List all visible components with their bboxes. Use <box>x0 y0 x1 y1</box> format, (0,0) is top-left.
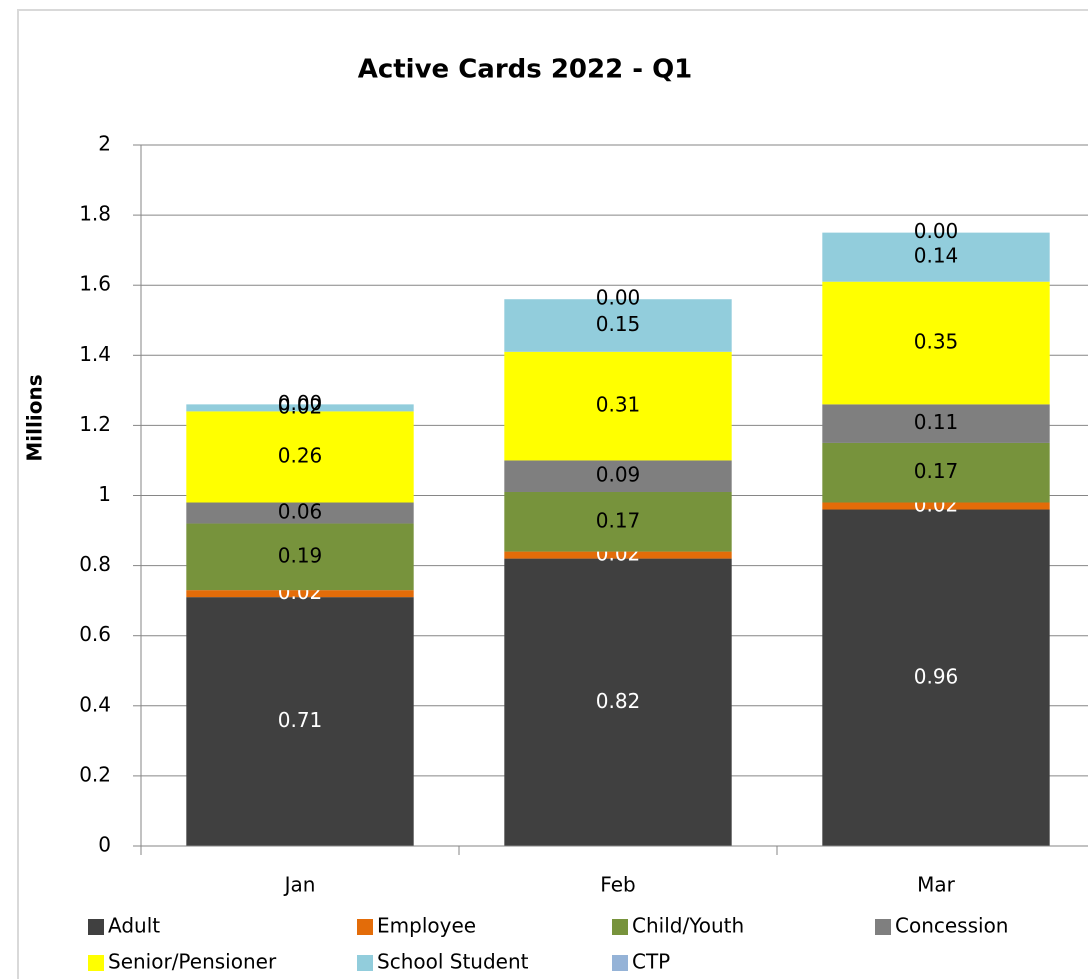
bar-segment <box>504 551 732 559</box>
data-label: 0.11 <box>914 410 959 434</box>
legend-swatch <box>357 955 373 971</box>
legend-label: Senior/Pensioner <box>108 950 277 974</box>
data-label: 0.17 <box>914 459 959 483</box>
bar-segment <box>822 404 1050 443</box>
bar-segment <box>186 523 414 591</box>
bar-segment <box>186 411 414 503</box>
y-tick-label: 1.6 <box>79 272 111 296</box>
bar-segment <box>504 558 732 846</box>
legend-swatch <box>357 919 373 935</box>
x-tick-label: Feb <box>600 873 635 897</box>
data-label: 0.09 <box>596 463 641 487</box>
y-axis-label: Millions <box>23 374 47 461</box>
bar-segment <box>186 404 414 412</box>
y-tick-label: 1.8 <box>79 202 111 226</box>
legend-label: Employee <box>377 914 476 938</box>
data-label: 0.15 <box>596 312 641 336</box>
data-label: 0.35 <box>914 330 959 354</box>
y-tick-label: 1 <box>98 482 111 506</box>
bar-segment <box>504 460 732 492</box>
legend-label: Child/Youth <box>632 914 744 938</box>
legend-label: CTP <box>632 950 670 974</box>
legend-swatch <box>88 919 104 935</box>
data-label: 0.19 <box>278 543 323 567</box>
bar-segment <box>822 281 1050 405</box>
legend-label: Adult <box>108 914 160 938</box>
data-label: 0.06 <box>278 500 323 524</box>
bar-segment <box>822 232 1050 282</box>
data-label: 0.14 <box>914 244 959 268</box>
data-label: 0.00 <box>278 391 323 415</box>
y-tick-label: 0.8 <box>79 552 111 576</box>
legend-swatch <box>612 919 628 935</box>
data-label: 0.02 <box>278 394 323 418</box>
legend-swatch <box>875 919 891 935</box>
y-tick-label: 1.4 <box>79 342 111 366</box>
bar-segment <box>822 502 1050 510</box>
data-label: 0.00 <box>914 219 959 243</box>
legend-swatch <box>88 955 104 971</box>
bar-segment <box>822 509 1050 846</box>
bar-segment <box>504 299 732 352</box>
legend-label: School Student <box>377 950 529 974</box>
bar-segment <box>504 491 732 552</box>
x-tick-label: Mar <box>917 873 956 897</box>
y-tick-label: 2 <box>98 132 111 156</box>
data-label: 0.00 <box>596 286 641 310</box>
data-label: 0.71 <box>278 708 323 732</box>
y-tick-label: 0 <box>98 833 111 857</box>
data-label: 0.31 <box>596 393 641 417</box>
legend-label: Concession <box>895 914 1009 938</box>
y-tick-label: 0.4 <box>79 692 111 716</box>
data-label: 0.82 <box>596 689 641 713</box>
bar-segment <box>504 351 732 461</box>
y-tick-label: 0.2 <box>79 762 111 786</box>
bar-segment <box>186 597 414 846</box>
legend-swatch <box>612 955 628 971</box>
chart-title: Active Cards 2022 - Q1 <box>358 55 693 85</box>
bar-segment <box>186 590 414 598</box>
data-label: 0.96 <box>914 664 959 688</box>
data-label: 0.17 <box>596 508 641 532</box>
y-tick-label: 0.6 <box>79 622 111 646</box>
x-tick-label: Jan <box>283 873 316 897</box>
y-tick-label: 1.2 <box>79 412 111 436</box>
bar-segment <box>822 442 1050 503</box>
bar-segment <box>186 502 414 524</box>
data-label: 0.26 <box>278 443 323 467</box>
